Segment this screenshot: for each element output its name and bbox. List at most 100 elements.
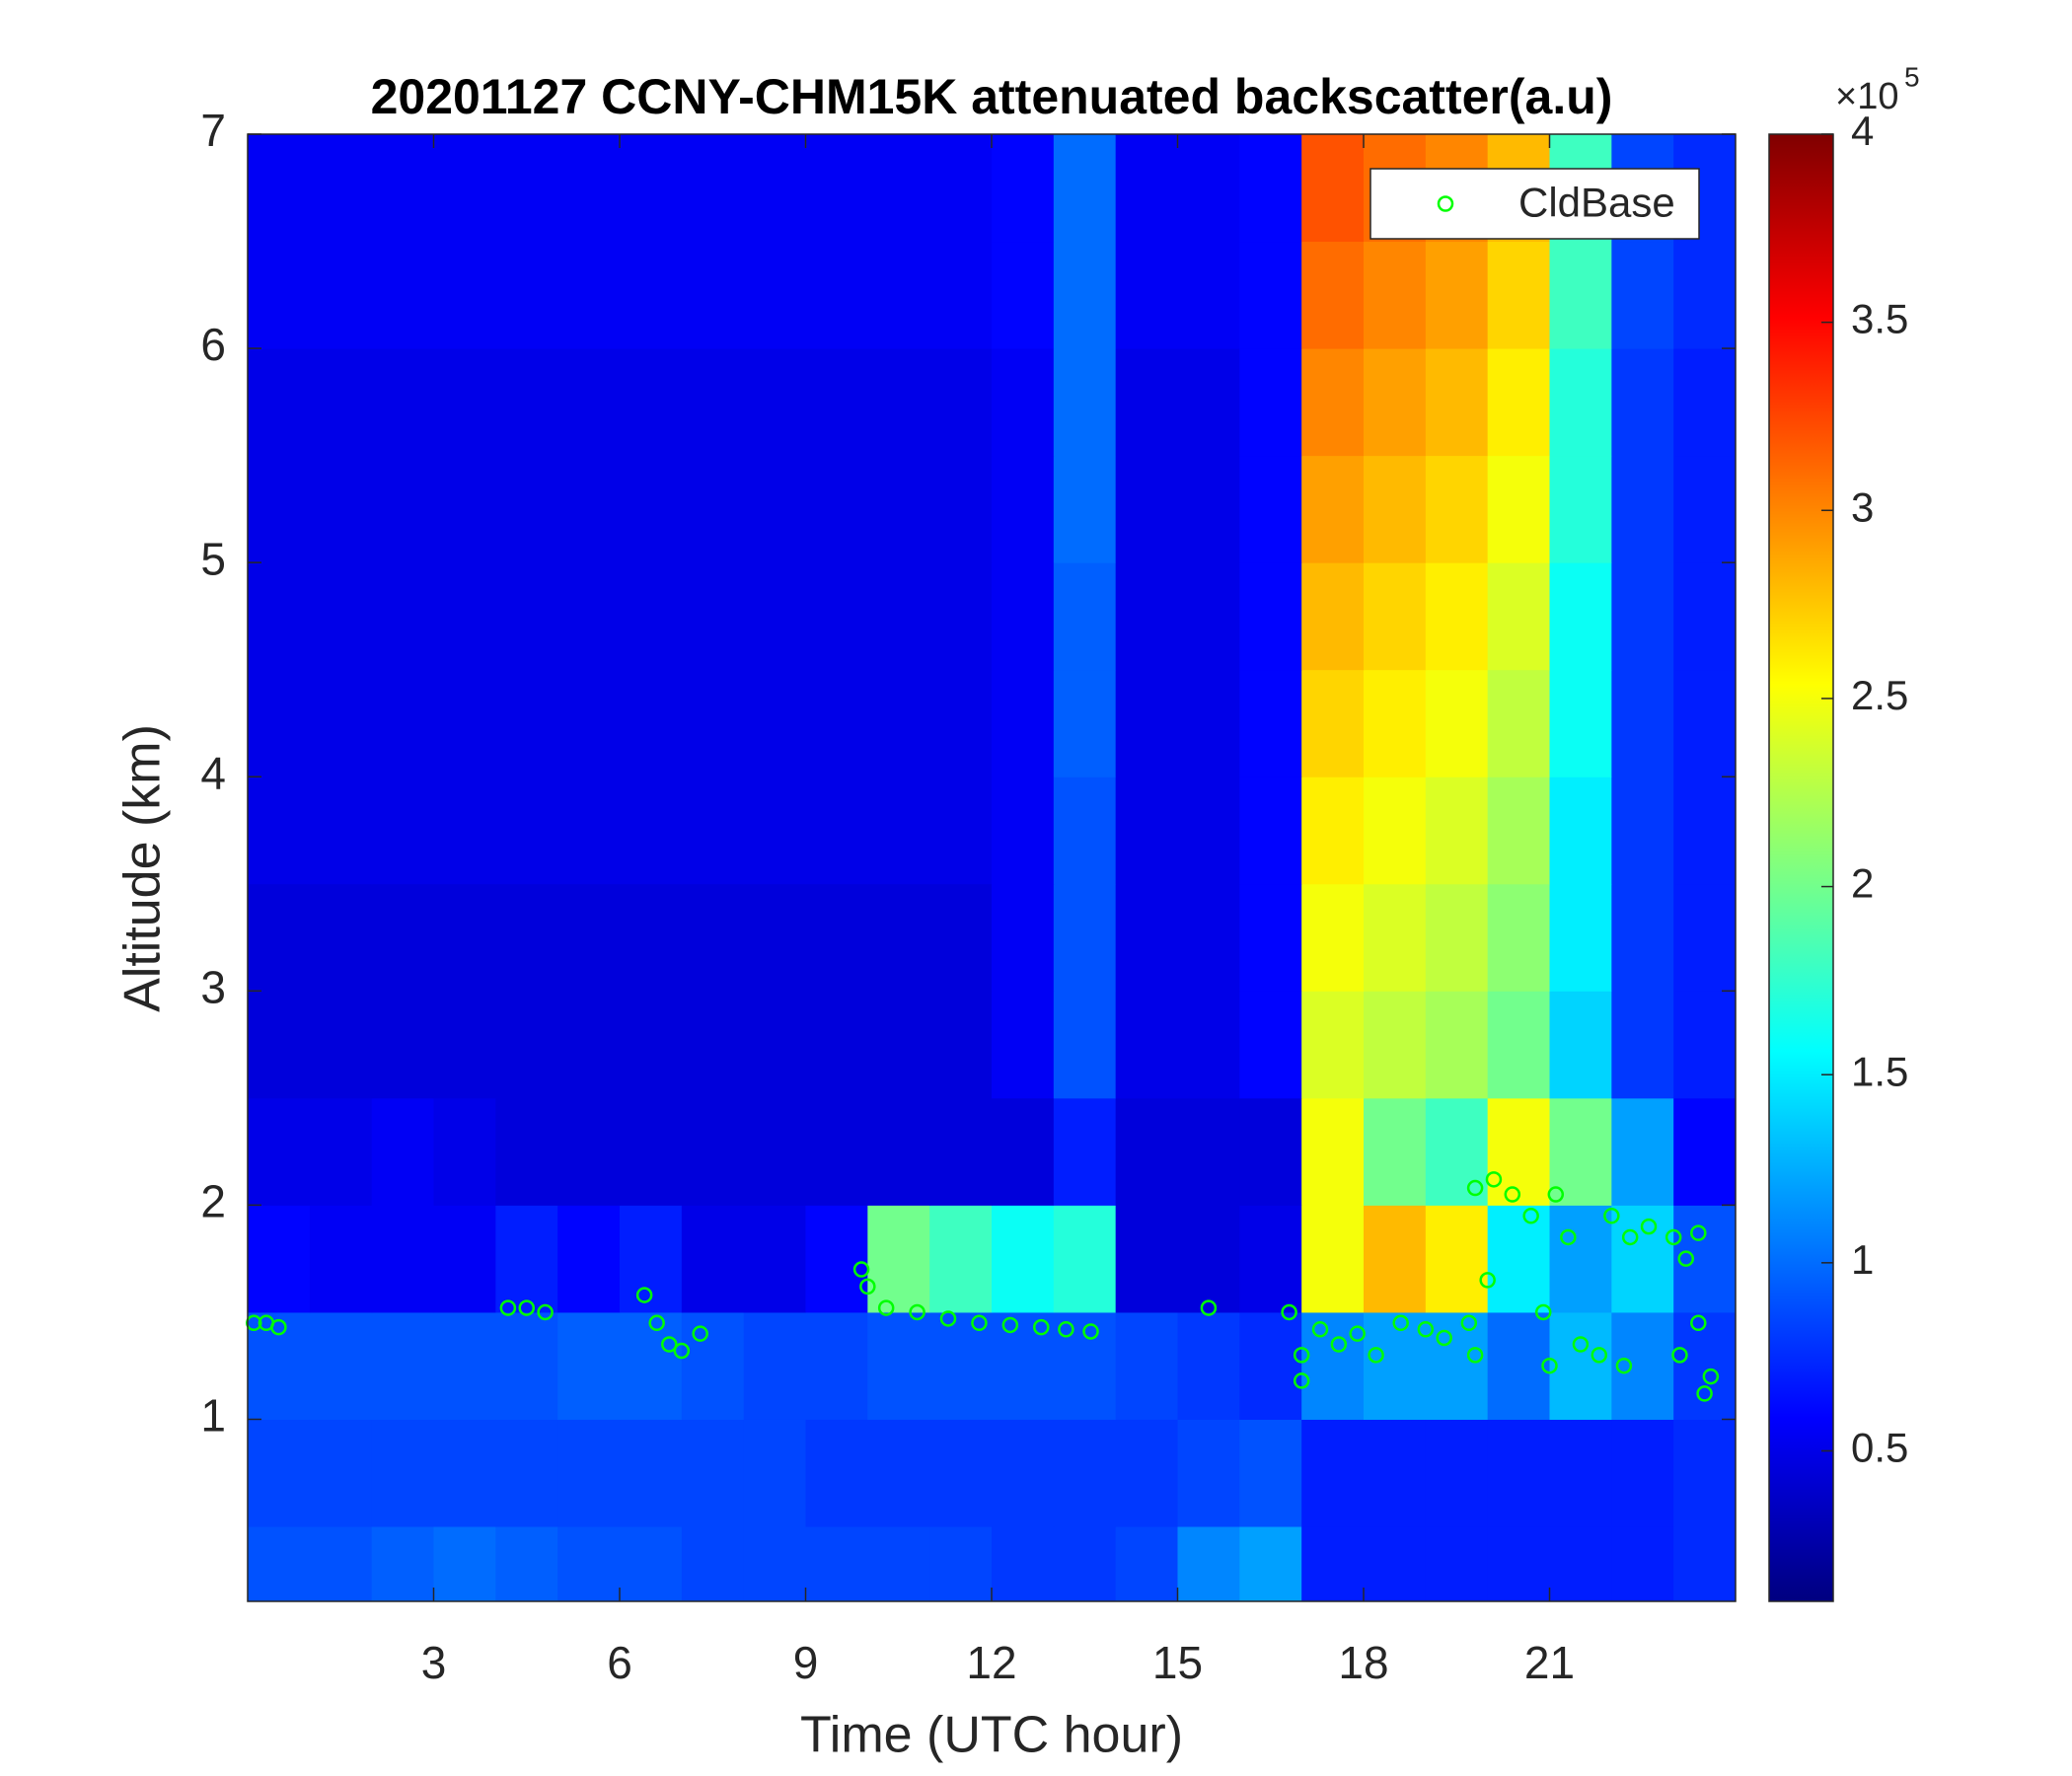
heatmap-cell xyxy=(1239,1205,1302,1313)
cloud-base-point xyxy=(1293,1347,1310,1364)
heatmap-cell xyxy=(309,1419,373,1527)
heatmap-cell xyxy=(1115,1311,1178,1420)
heatmap-cell xyxy=(1053,991,1117,1099)
cloud-base-point xyxy=(1293,1372,1310,1389)
y-tick-label: 7 xyxy=(200,105,226,156)
heatmap-cell xyxy=(867,1205,930,1313)
heatmap-cell xyxy=(1177,669,1240,777)
heatmap-cell xyxy=(495,669,558,777)
cloud-base-point xyxy=(648,1314,665,1332)
heatmap-cell xyxy=(495,883,558,992)
heatmap-cell xyxy=(1115,562,1178,671)
heatmap-cell xyxy=(557,669,621,777)
heatmap-cell xyxy=(1549,1419,1612,1527)
heatmap-cell xyxy=(309,669,373,777)
heatmap-cell xyxy=(1364,348,1427,457)
heatmap-cell xyxy=(681,1419,745,1527)
legend-box xyxy=(1369,168,1700,240)
heatmap-cell xyxy=(1487,883,1550,992)
heatmap-cell xyxy=(309,991,373,1099)
heatmap-cell xyxy=(1301,1097,1365,1206)
heatmap-cell xyxy=(248,562,311,671)
heatmap-cell xyxy=(433,1526,496,1602)
heatmap-cell xyxy=(1301,1205,1365,1313)
heatmap-cell xyxy=(620,455,683,563)
heatmap-cell xyxy=(929,134,993,243)
heatmap-cell xyxy=(867,455,930,563)
heatmap-cell xyxy=(1053,669,1117,777)
heatmap-cell xyxy=(557,1097,621,1206)
heatmap-cell xyxy=(495,1097,558,1206)
heatmap-cell xyxy=(1301,669,1365,777)
heatmap-cell xyxy=(433,348,496,457)
cloud-base-point xyxy=(673,1342,691,1360)
heatmap-cell xyxy=(1177,348,1240,457)
heatmap-cell xyxy=(743,455,806,563)
heatmap-cell xyxy=(1425,1419,1489,1527)
heatmap-cell xyxy=(309,134,373,243)
heatmap-cell xyxy=(929,669,993,777)
y-axis-label: Altitude (km) xyxy=(114,724,172,1012)
heatmap-cell xyxy=(371,1205,434,1313)
heatmap-cell xyxy=(929,241,993,349)
heatmap-cell xyxy=(743,1526,806,1602)
legend-marker xyxy=(1437,195,1454,212)
cloud-base-point xyxy=(1033,1318,1050,1336)
heatmap-cell xyxy=(1177,1097,1240,1206)
heatmap-cell xyxy=(1301,348,1365,457)
heatmap-cell xyxy=(557,1205,621,1313)
heatmap-cell xyxy=(1301,991,1365,1099)
heatmap-cell xyxy=(433,883,496,992)
heatmap-cell xyxy=(1177,777,1240,885)
heatmap-cell xyxy=(1239,348,1302,457)
cloud-base-point xyxy=(1368,1347,1384,1364)
heatmap-cell xyxy=(805,455,868,563)
heatmap-cell xyxy=(1425,669,1489,777)
heatmap-cell xyxy=(1239,991,1302,1099)
colorbar-tick-label: 3 xyxy=(1851,483,1874,530)
heatmap-cell xyxy=(433,991,496,1099)
heatmap-cell xyxy=(743,777,806,885)
cloud-base-point xyxy=(1504,1186,1521,1203)
x-tick-label: 21 xyxy=(1524,1637,1575,1688)
heatmap-cell xyxy=(1364,883,1427,992)
heatmap-cell xyxy=(1364,991,1427,1099)
heatmap-cell xyxy=(248,241,311,349)
cloud-base-point xyxy=(1479,1272,1496,1289)
heatmap-cell xyxy=(992,241,1055,349)
heatmap-cell xyxy=(1364,1526,1427,1602)
heatmap-cell xyxy=(805,883,868,992)
heatmap-cell xyxy=(433,777,496,885)
heatmap-cell xyxy=(1364,1205,1427,1313)
heatmap-cell xyxy=(1673,1311,1737,1420)
heatmap-cell xyxy=(1611,241,1674,349)
heatmap-cell xyxy=(1611,1311,1674,1420)
heatmap-cell xyxy=(1673,1097,1737,1206)
heatmap-cell xyxy=(557,562,621,671)
heatmap-cell xyxy=(1611,1419,1674,1527)
heatmap-cell xyxy=(1487,669,1550,777)
y-tick-label: 3 xyxy=(200,961,226,1012)
y-tick-label: 1 xyxy=(200,1390,226,1442)
heatmap-cell xyxy=(1549,1526,1612,1602)
cloud-base-point xyxy=(1311,1321,1329,1338)
heatmap-cell xyxy=(495,134,558,243)
colorbar-tick-label: 2 xyxy=(1851,860,1874,907)
heatmap-cell xyxy=(1611,777,1674,885)
heatmap-cell xyxy=(371,562,434,671)
cloud-base-point xyxy=(971,1314,988,1332)
heatmap-cell xyxy=(1487,991,1550,1099)
cloud-base-point xyxy=(1621,1228,1639,1246)
heatmap-cell xyxy=(681,1311,745,1420)
heatmap-cell xyxy=(681,669,745,777)
heatmap-cell xyxy=(1673,883,1737,992)
cloud-base-point xyxy=(1572,1336,1590,1353)
heatmap-cell xyxy=(1239,669,1302,777)
heatmap-cell xyxy=(867,1419,930,1527)
heatmap-cell xyxy=(681,1097,745,1206)
y-tick-label: 2 xyxy=(200,1176,226,1227)
heatmap-cell xyxy=(929,455,993,563)
heatmap-cell xyxy=(1177,455,1240,563)
heatmap-cell xyxy=(1364,1419,1427,1527)
heatmap-cell xyxy=(620,991,683,1099)
